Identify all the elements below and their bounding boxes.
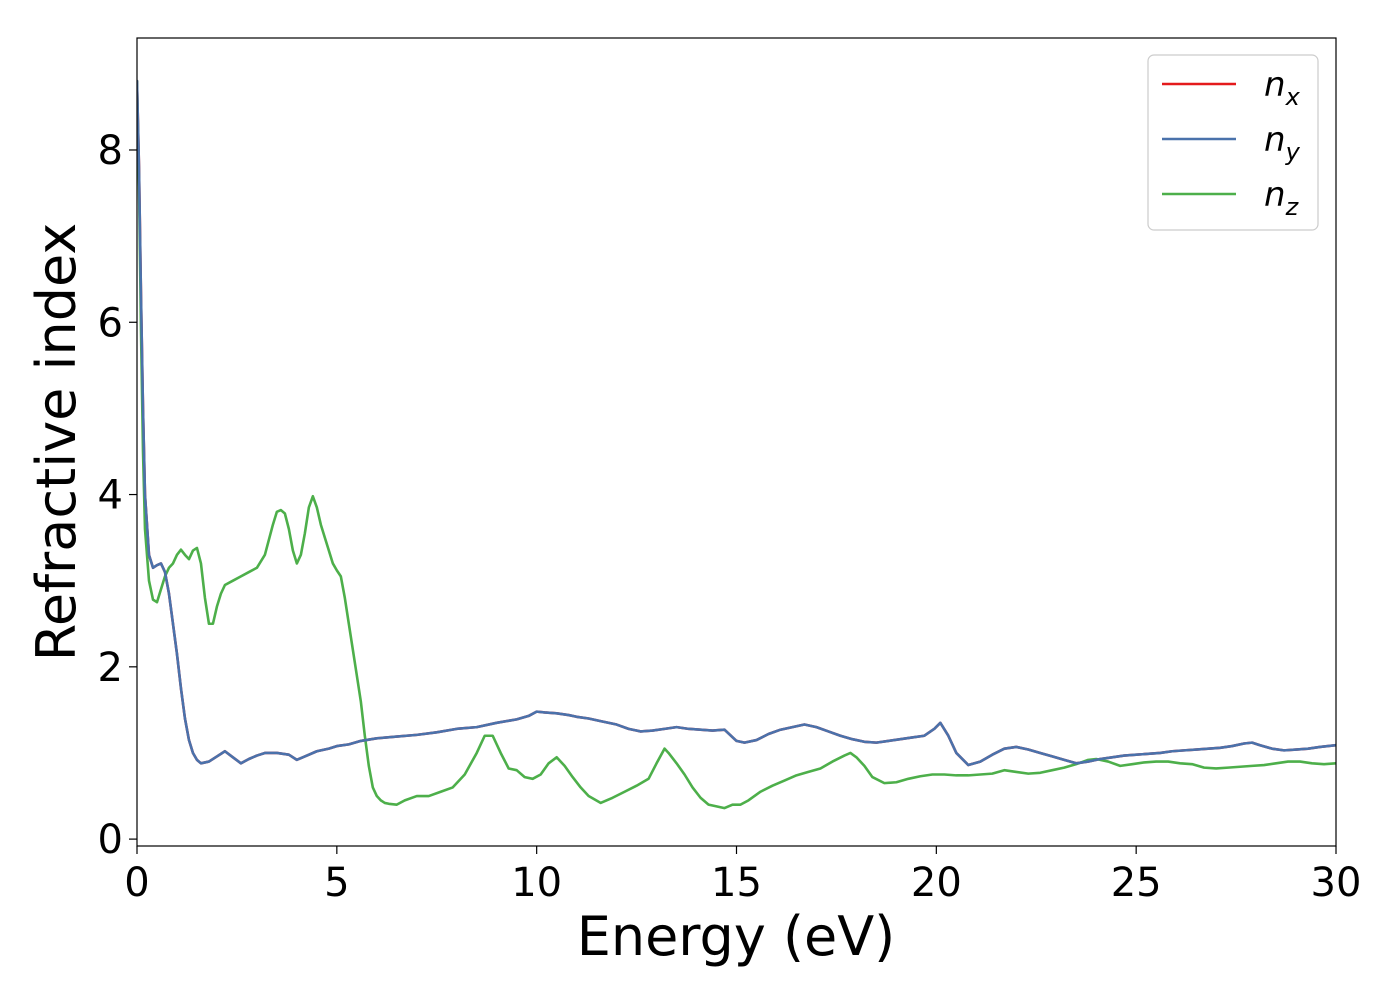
plot-area (136, 37, 1337, 847)
x-tick-label: 15 (711, 860, 762, 906)
x-axis: 0 5 10 15 20 25 30 (124, 846, 1361, 906)
legend-label-subscript: y (1285, 138, 1301, 166)
legend-box (1147, 54, 1319, 231)
legend-label-base: n (1264, 65, 1286, 105)
legend-label-base: n (1264, 175, 1286, 215)
y-tick-label: 6 (98, 300, 123, 346)
legend-label-base: n (1264, 120, 1286, 160)
x-tick-label: 10 (511, 860, 562, 906)
y-tick-label: 2 (98, 645, 123, 691)
series-line-n-z (137, 79, 1336, 810)
series-line-n-y (137, 79, 1336, 767)
legend-label-subscript: x (1285, 83, 1301, 111)
y-tick-label: 4 (98, 473, 123, 519)
x-tick-label: 0 (124, 860, 149, 906)
y-axis: 0 2 4 6 8 (98, 128, 137, 863)
y-tick-label: 0 (98, 817, 123, 863)
legend-label-n-z: nz (1264, 175, 1300, 221)
legend-label-subscript: z (1285, 193, 1300, 221)
legend-label-n-x: nx (1264, 65, 1301, 111)
plot-background (137, 38, 1336, 846)
y-axis-label: Refractive index (25, 223, 88, 662)
x-tick-label: 20 (911, 860, 962, 906)
x-tick-label: 30 (1311, 860, 1362, 906)
legend-label-n-y: ny (1264, 120, 1301, 166)
x-tick-label: 5 (324, 860, 349, 906)
series-layer (137, 79, 1336, 810)
y-tick-label: 8 (98, 128, 123, 174)
x-tick-label: 25 (1111, 860, 1162, 906)
x-axis-label: Energy (eV) (577, 905, 896, 968)
